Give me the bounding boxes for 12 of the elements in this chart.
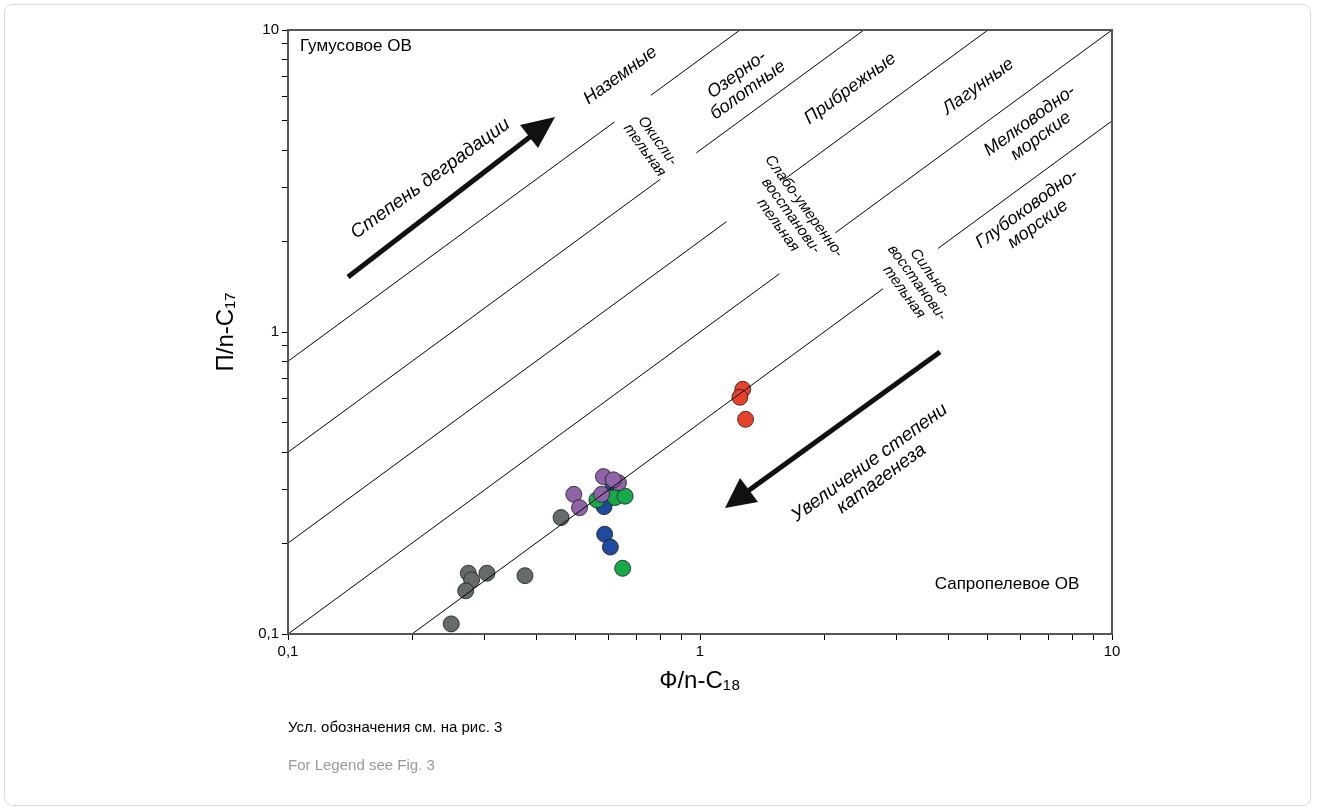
annotation: Гумусовое ОВ bbox=[300, 36, 412, 56]
y-tick-label: 0,1 bbox=[258, 624, 279, 642]
x-tick-label: 10 bbox=[1103, 642, 1121, 660]
text: For Legend see Fig. 3 bbox=[288, 756, 435, 774]
text: Усл. обозначения см. на рис. 3 bbox=[288, 718, 503, 736]
x-axis-title: Ф/n-C₁₈ bbox=[659, 666, 741, 694]
y-tick-label: 1 bbox=[270, 322, 279, 340]
x-tick-label: 0,1 bbox=[277, 642, 299, 660]
annotation: Сапропелевое ОВ bbox=[934, 574, 1080, 594]
y-axis-title: П/n-C₁₇ bbox=[211, 292, 239, 372]
y-tick-label: 10 bbox=[262, 20, 279, 38]
x-tick-label: 1 bbox=[695, 642, 705, 660]
